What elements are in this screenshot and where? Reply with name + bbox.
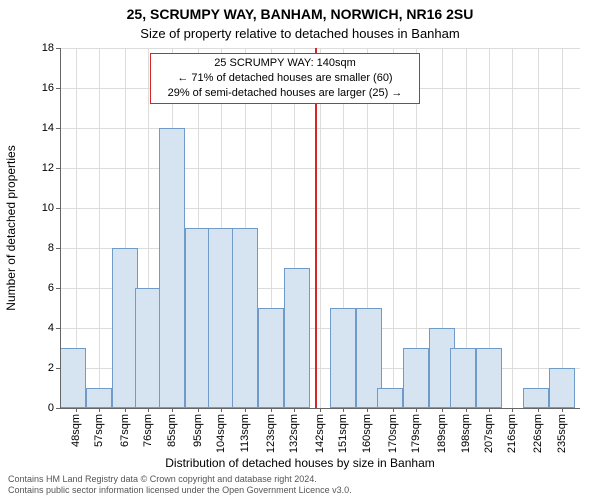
info-line-2: ← 71% of detached houses are smaller (60… <box>157 71 413 86</box>
histogram-bar <box>284 268 310 408</box>
gridline-x <box>99 48 100 408</box>
histogram-bar <box>476 348 502 408</box>
xtick-label: 189sqm <box>436 414 448 453</box>
histogram-bar <box>258 308 284 408</box>
histogram-bar <box>159 128 185 408</box>
xtick-mark <box>466 408 467 412</box>
ytick-label: 12 <box>24 162 54 174</box>
chart-container: 25, SCRUMPY WAY, BANHAM, NORWICH, NR16 2… <box>0 0 600 500</box>
histogram-bar <box>60 348 86 408</box>
footer-line-2: Contains public sector information licen… <box>8 485 352 496</box>
ytick-label: 2 <box>24 362 54 374</box>
xtick-mark <box>538 408 539 412</box>
xtick-label: 104sqm <box>215 414 227 453</box>
xtick-label: 151sqm <box>337 414 349 453</box>
histogram-bar <box>135 288 161 408</box>
ytick-label: 16 <box>24 82 54 94</box>
xtick-label: 207sqm <box>483 414 495 453</box>
histogram-bar <box>185 228 211 408</box>
xtick-mark <box>562 408 563 412</box>
xtick-mark <box>76 408 77 412</box>
histogram-bar <box>549 368 575 408</box>
xtick-mark <box>172 408 173 412</box>
footer-line-1: Contains HM Land Registry data © Crown c… <box>8 474 352 485</box>
histogram-bar <box>86 388 112 408</box>
xtick-label: 48sqm <box>70 414 82 447</box>
xtick-label: 67sqm <box>119 414 131 447</box>
xtick-mark <box>221 408 222 412</box>
xtick-mark <box>99 408 100 412</box>
xtick-mark <box>442 408 443 412</box>
xtick-mark <box>294 408 295 412</box>
x-axis-label: Distribution of detached houses by size … <box>0 456 600 470</box>
histogram-bar <box>232 228 258 408</box>
xtick-mark <box>271 408 272 412</box>
histogram-bar <box>450 348 476 408</box>
xtick-label: 160sqm <box>361 414 373 453</box>
footer-attribution: Contains HM Land Registry data © Crown c… <box>8 474 352 496</box>
ytick-label: 14 <box>24 122 54 134</box>
xtick-label: 76sqm <box>142 414 154 447</box>
xtick-mark <box>489 408 490 412</box>
xtick-label: 170sqm <box>387 414 399 453</box>
xtick-mark <box>320 408 321 412</box>
ytick-label: 10 <box>24 202 54 214</box>
gridline-x <box>538 48 539 408</box>
xtick-label: 198sqm <box>460 414 472 453</box>
info-line-3: 29% of semi-detached houses are larger (… <box>157 86 413 101</box>
xtick-mark <box>416 408 417 412</box>
histogram-bar <box>208 228 234 408</box>
ytick-label: 4 <box>24 322 54 334</box>
xtick-mark <box>367 408 368 412</box>
xtick-label: 179sqm <box>410 414 422 453</box>
xtick-mark <box>198 408 199 412</box>
ytick-label: 8 <box>24 242 54 254</box>
xtick-label: 57sqm <box>93 414 105 447</box>
xtick-mark <box>125 408 126 412</box>
ytick-label: 0 <box>24 402 54 414</box>
xtick-mark <box>148 408 149 412</box>
info-box: 25 SCRUMPY WAY: 140sqm ← 71% of detached… <box>150 53 420 104</box>
xtick-label: 123sqm <box>265 414 277 453</box>
xtick-mark <box>245 408 246 412</box>
xtick-label: 142sqm <box>314 414 326 453</box>
xtick-label: 95sqm <box>192 414 204 447</box>
title-main: 25, SCRUMPY WAY, BANHAM, NORWICH, NR16 2… <box>0 6 600 22</box>
xtick-label: 216sqm <box>506 414 518 453</box>
histogram-bar <box>523 388 549 408</box>
y-axis-line <box>60 48 61 408</box>
y-axis-label: Number of detached properties <box>4 145 18 310</box>
info-line-1: 25 SCRUMPY WAY: 140sqm <box>157 56 413 71</box>
xtick-label: 235sqm <box>556 414 568 453</box>
histogram-bar <box>377 388 403 408</box>
xtick-mark <box>343 408 344 412</box>
xtick-label: 132sqm <box>288 414 300 453</box>
xtick-label: 113sqm <box>239 414 251 452</box>
ytick-label: 18 <box>24 42 54 54</box>
histogram-bar <box>330 308 356 408</box>
xtick-label: 226sqm <box>532 414 544 453</box>
xtick-mark <box>512 408 513 412</box>
histogram-bar <box>403 348 429 408</box>
title-sub: Size of property relative to detached ho… <box>0 26 600 41</box>
histogram-bar <box>112 248 138 408</box>
xtick-mark <box>393 408 394 412</box>
xtick-label: 85sqm <box>166 414 178 447</box>
gridline-x <box>562 48 563 408</box>
gridline-x <box>512 48 513 408</box>
ytick-label: 6 <box>24 282 54 294</box>
